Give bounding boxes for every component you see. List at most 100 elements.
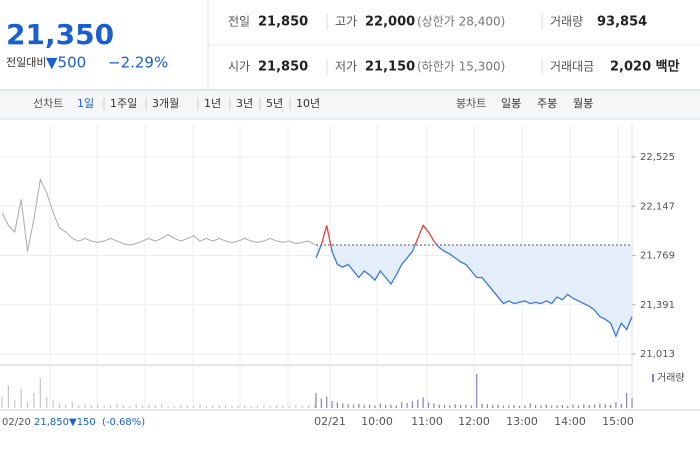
tab[interactable]: 주봉 bbox=[537, 97, 557, 110]
x-tick-label: 13:00 bbox=[506, 415, 538, 428]
volume-bar bbox=[301, 405, 303, 408]
line bbox=[1, 178, 316, 252]
volume-bar bbox=[326, 396, 328, 408]
volume-bar bbox=[417, 399, 419, 408]
tab[interactable]: 3개월 bbox=[152, 97, 179, 110]
volume-bar bbox=[406, 403, 408, 408]
volume-bar bbox=[148, 404, 150, 408]
volume-bar bbox=[465, 404, 467, 408]
volume-bar bbox=[567, 405, 569, 408]
change-pct: −2.29% bbox=[108, 54, 168, 72]
volume-bar bbox=[449, 405, 451, 408]
volume-bar bbox=[154, 405, 156, 408]
volume-bar bbox=[513, 404, 515, 408]
volume-bar bbox=[401, 402, 403, 408]
volume-bar bbox=[497, 404, 499, 408]
volume-bar bbox=[551, 405, 553, 408]
volume-bar bbox=[71, 402, 73, 408]
y-tick-label: 21,769 bbox=[640, 251, 675, 262]
tab[interactable]: 월봉 bbox=[573, 97, 593, 110]
tab[interactable]: 일봉 bbox=[501, 96, 521, 110]
volume-bar bbox=[336, 402, 339, 408]
volume-bar bbox=[269, 406, 271, 408]
volume-bar bbox=[14, 400, 16, 408]
volume-bar bbox=[534, 404, 537, 408]
volume-bar bbox=[508, 405, 510, 408]
change-label: 전일대비 bbox=[6, 55, 46, 69]
cell-label: 거래량 bbox=[550, 15, 583, 29]
volume-bar bbox=[438, 404, 440, 408]
volume-bar bbox=[263, 404, 265, 408]
tab[interactable]: 10년 bbox=[296, 97, 320, 110]
tab[interactable]: 1년 bbox=[204, 97, 221, 110]
y-tick-label: 21,013 bbox=[640, 349, 675, 360]
cell-label: 시가 bbox=[228, 60, 250, 74]
cell-note: (하한가 15,300) bbox=[417, 60, 505, 74]
line bbox=[315, 244, 633, 338]
volume-bar bbox=[97, 404, 99, 408]
volume-bar bbox=[331, 401, 333, 408]
volume-bar bbox=[561, 404, 563, 408]
volume-bar bbox=[352, 404, 355, 408]
x-tick-label: 11:00 bbox=[411, 415, 443, 428]
volume-bar bbox=[588, 404, 590, 408]
tab[interactable]: 3년 bbox=[236, 97, 253, 110]
volume-bar bbox=[368, 404, 371, 408]
volume-bar bbox=[65, 404, 67, 408]
volume-bar bbox=[276, 405, 278, 408]
tab[interactable]: 1주일 bbox=[110, 96, 137, 110]
volume-bar bbox=[84, 404, 86, 408]
volume-bar bbox=[186, 405, 188, 408]
volume-bar bbox=[212, 405, 214, 408]
cell-label: 저가 bbox=[335, 60, 357, 74]
volume-bar bbox=[427, 402, 430, 408]
footer-date: 02/20 bbox=[2, 417, 31, 428]
volume-bar bbox=[599, 403, 601, 408]
volume-bar bbox=[347, 404, 349, 408]
volume-bar bbox=[422, 397, 424, 408]
volume-bar bbox=[46, 396, 48, 408]
volume-bar bbox=[256, 405, 259, 408]
cell-note: (상한가 28,400) bbox=[417, 15, 505, 29]
volume-bar bbox=[593, 404, 596, 408]
volume-bar bbox=[52, 400, 54, 408]
volume-bar bbox=[7, 385, 9, 408]
cell-value: 93,854 bbox=[597, 15, 647, 30]
cell-label: 고가 bbox=[335, 15, 357, 29]
volume-bar bbox=[199, 404, 201, 408]
volume-bar bbox=[385, 404, 387, 408]
volume-bar bbox=[315, 392, 317, 408]
volume-bar bbox=[626, 392, 628, 408]
cell-label: 거래대금 bbox=[550, 60, 594, 74]
volume-bar bbox=[342, 403, 344, 408]
legend-swatch bbox=[652, 374, 654, 382]
volume-bar bbox=[218, 405, 220, 408]
volume-bar bbox=[180, 404, 182, 408]
y-tick-label: 22,525 bbox=[640, 152, 675, 163]
volume-bar bbox=[556, 405, 558, 408]
volume-bar bbox=[524, 405, 526, 408]
volume-bar bbox=[583, 404, 585, 408]
volume-bar bbox=[90, 405, 93, 408]
volume-bar bbox=[443, 404, 446, 408]
volume-bar bbox=[116, 403, 118, 408]
volume-bar bbox=[476, 373, 478, 408]
volume-bar bbox=[250, 406, 252, 408]
volume-bar bbox=[620, 403, 622, 408]
volume-bar bbox=[161, 404, 163, 408]
volume-bar bbox=[363, 404, 365, 408]
volume-bar bbox=[454, 404, 456, 408]
volume-bar bbox=[173, 406, 176, 408]
volume-bar bbox=[604, 404, 606, 408]
tab[interactable]: 1일 bbox=[77, 96, 94, 110]
price: 21,350 bbox=[6, 18, 114, 51]
volume-bar bbox=[282, 405, 284, 408]
volume-bar bbox=[58, 403, 61, 408]
x-tick-label: 10:00 bbox=[361, 415, 393, 428]
toolbar-label: 봉차트 bbox=[456, 97, 486, 110]
volume-bar bbox=[26, 402, 29, 408]
tab[interactable]: 5년 bbox=[266, 97, 283, 110]
volume-bar bbox=[631, 398, 633, 408]
